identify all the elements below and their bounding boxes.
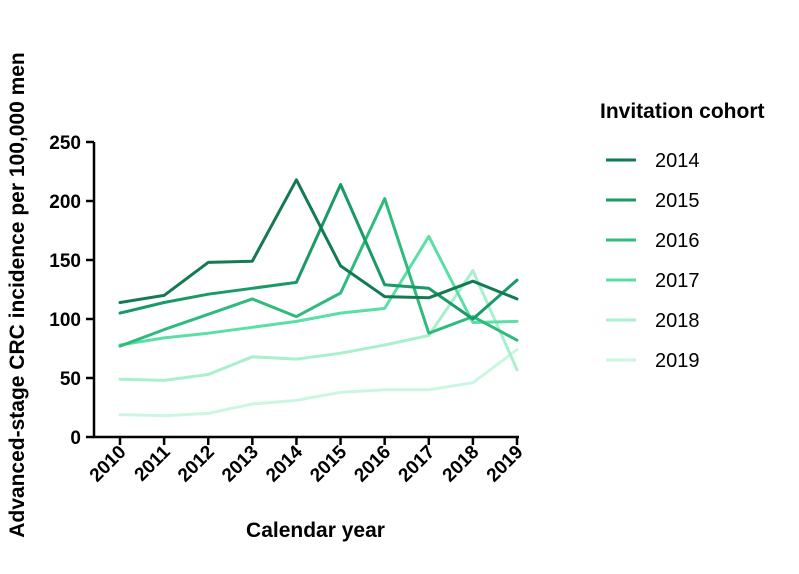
y-tick-label: 50 bbox=[60, 369, 81, 390]
y-tick-label: 250 bbox=[49, 133, 81, 154]
legend-label-2017: 2017 bbox=[655, 270, 700, 292]
x-tick-label: 2013 bbox=[218, 442, 263, 487]
legend: 2014 2015 2016 2017 2018 2019 bbox=[606, 150, 700, 372]
x-tick-label: 2019 bbox=[483, 442, 528, 487]
series-line-2015 bbox=[118, 183, 519, 321]
legend-title: Invitation cohort bbox=[600, 100, 765, 123]
y-tick-label: 100 bbox=[49, 310, 81, 331]
legend-label-2014: 2014 bbox=[655, 150, 700, 172]
y-axis-title: Advanced-stage CRC incidence per 100,000… bbox=[6, 52, 29, 538]
legend-label-2016: 2016 bbox=[655, 230, 700, 252]
x-tick-label: 2018 bbox=[439, 442, 484, 487]
x-tick-label: 2014 bbox=[262, 441, 307, 486]
y-tick-label: 0 bbox=[70, 428, 81, 449]
series-line-2014 bbox=[118, 178, 519, 304]
x-tick-label: 2012 bbox=[174, 442, 219, 487]
y-axis-ticks: 0 50 100 150 200 250 bbox=[49, 133, 94, 449]
y-tick-label: 150 bbox=[49, 251, 81, 272]
legend-label-2019: 2019 bbox=[655, 350, 700, 372]
x-tick-label: 2010 bbox=[86, 442, 131, 487]
series-lines bbox=[118, 178, 519, 418]
x-axis-title: Calendar year bbox=[246, 519, 385, 542]
legend-label-2018: 2018 bbox=[655, 310, 700, 332]
legend-label-2015: 2015 bbox=[655, 190, 700, 212]
series-line-2019 bbox=[118, 348, 519, 418]
x-tick-label: 2017 bbox=[395, 442, 440, 487]
x-axis-ticks: 2010 2011 2012 2013 2014 2015 2016 2017 2018 2019 bbox=[86, 437, 528, 486]
x-tick-label: 2011 bbox=[131, 441, 175, 485]
x-tick-label: 2015 bbox=[306, 441, 351, 486]
x-tick-label: 2016 bbox=[350, 442, 395, 487]
series-line-2016 bbox=[118, 197, 519, 348]
series-line-2017 bbox=[118, 234, 519, 347]
y-tick-label: 200 bbox=[49, 192, 81, 213]
